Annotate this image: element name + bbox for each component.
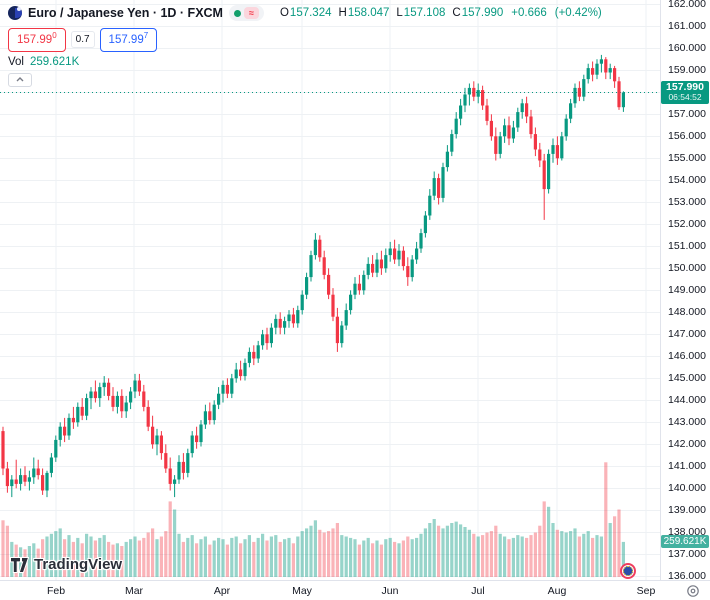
time-tick-label: Jun xyxy=(381,585,399,597)
price-tick-label: 144.000 xyxy=(668,393,706,406)
price-tick-label: 148.000 xyxy=(668,305,706,318)
time-tick-label: Mar xyxy=(124,585,144,597)
price-tick-label: 141.000 xyxy=(668,459,706,472)
price-tick-label: 162.000 xyxy=(668,0,706,10)
tradingview-logo-text: TradingView xyxy=(34,556,123,573)
legend-collapse-button[interactable] xyxy=(8,72,32,87)
price-tick-label: 159.000 xyxy=(668,63,706,76)
change-percent: (+0.42%) xyxy=(554,7,602,19)
tradingview-logo[interactable]: TradingView xyxy=(10,556,122,573)
price-tick-label: 157.000 xyxy=(668,107,706,120)
time-tick-label: May xyxy=(292,585,312,597)
price-tick-label: 143.000 xyxy=(668,415,706,428)
bar-countdown: 06:54:52 xyxy=(668,92,702,103)
spread-value: 0.7 xyxy=(70,31,95,49)
volume-value: 259.621K xyxy=(30,55,80,68)
time-tick-label: Aug xyxy=(547,585,567,597)
price-tick-label: 155.000 xyxy=(668,151,706,164)
high-value: 158.047 xyxy=(347,7,390,19)
price-tick-label: 137.000 xyxy=(668,547,706,560)
volume-label: Vol xyxy=(8,55,24,68)
chart-canvas[interactable] xyxy=(0,0,660,580)
price-tick-label: 150.000 xyxy=(668,261,706,274)
price-tick-label: 139.000 xyxy=(668,503,706,516)
price-tick-label: 161.000 xyxy=(668,19,706,32)
time-tick-label: Feb xyxy=(46,585,66,597)
last-price-value: 157.990 xyxy=(666,80,704,93)
market-status-pill[interactable]: ≈ xyxy=(228,5,264,21)
price-tick-label: 145.000 xyxy=(668,371,706,384)
price-tick-label: 136.000 xyxy=(668,569,706,582)
symbol-logo-icon xyxy=(8,6,22,20)
chart-legend: Euro / Japanese Yen · 1D · FXCM ≈ O157.3… xyxy=(8,5,602,87)
tradingview-glyph-icon xyxy=(10,556,29,573)
price-tick-label: 151.000 xyxy=(668,239,706,252)
price-tick-label: 138.000 xyxy=(668,525,706,538)
price-tick-label: 152.000 xyxy=(668,217,706,230)
close-value: 157.990 xyxy=(461,7,504,19)
open-value: 157.324 xyxy=(289,7,332,19)
change-value: +0.666 xyxy=(511,7,547,19)
timezone-circle-icon[interactable] xyxy=(686,584,700,598)
price-tick-label: 142.000 xyxy=(668,437,706,450)
sell-button[interactable]: 157.990 xyxy=(8,28,66,52)
time-tick-label: Apr xyxy=(213,585,231,597)
eu-flag-marker-icon xyxy=(620,563,636,579)
price-tick-label: 146.000 xyxy=(668,349,706,362)
time-axis[interactable]: Feb Mar Apr May Jun Jul Aug Sep xyxy=(0,580,710,600)
price-tick-label: 147.000 xyxy=(668,327,706,340)
symbol-title[interactable]: Euro / Japanese Yen · 1D · FXCM xyxy=(28,6,223,20)
last-price-axis-label: 157.990 06:54:52 xyxy=(661,80,709,105)
market-status-dot-icon xyxy=(233,9,241,17)
volume-axis-label: 259.621K xyxy=(661,534,709,548)
chevron-up-icon xyxy=(16,77,24,82)
ohlc-readout: O157.324 H158.047 L157.108 C157.990 +0.6… xyxy=(279,7,602,19)
price-tick-label: 140.000 xyxy=(668,481,706,494)
price-tick-label: 153.000 xyxy=(668,195,706,208)
time-tick-label: Jul xyxy=(471,585,485,597)
price-tick-label: 156.000 xyxy=(668,129,706,142)
price-tick-label: 154.000 xyxy=(668,173,706,186)
buy-button[interactable]: 157.997 xyxy=(99,28,158,52)
price-tick-label: 160.000 xyxy=(668,41,706,54)
time-tick-label: Sep xyxy=(636,585,656,597)
low-value: 157.108 xyxy=(403,7,446,19)
flag-icon: ≈ xyxy=(243,7,259,19)
price-tick-label: 149.000 xyxy=(668,283,706,296)
